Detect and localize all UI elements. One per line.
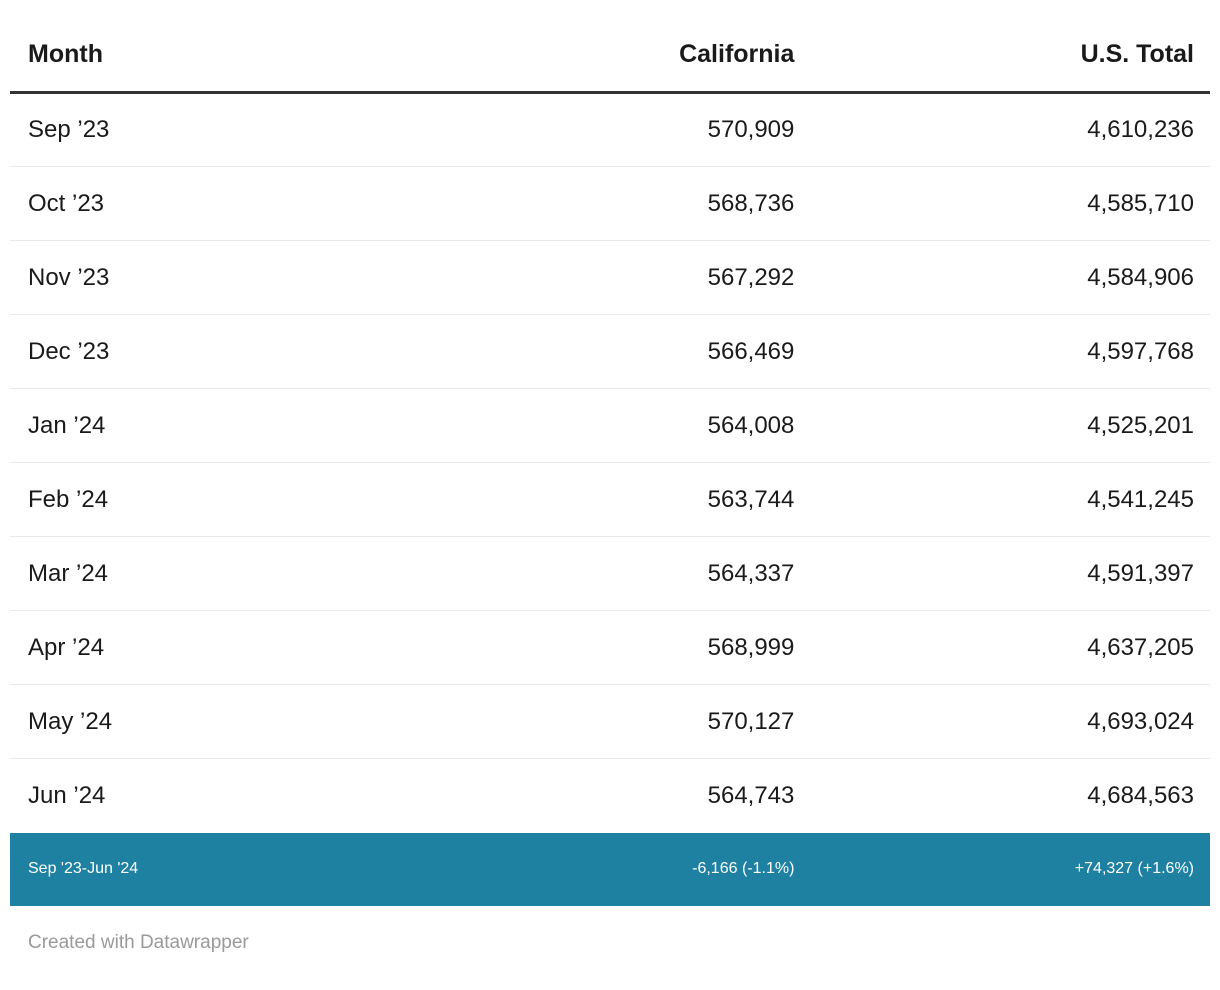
month-cell: Sep ’23 xyxy=(28,116,110,143)
us-total-cell: 4,541,245 xyxy=(810,462,1210,537)
table-row: Jan ’24 564,008 4,525,201 xyxy=(10,388,1210,463)
table-row: Feb ’24 563,744 4,541,245 xyxy=(10,462,1210,537)
table-header: Month California U.S. Total xyxy=(10,0,1210,94)
california-cell: 564,743 xyxy=(450,758,811,833)
california-cell: 564,337 xyxy=(450,536,811,611)
table-row: Mar ’24 564,337 4,591,397 xyxy=(10,536,1210,611)
table-row: Nov ’23 567,292 4,584,906 xyxy=(10,240,1210,315)
datawrapper-credit-link[interactable]: Created with Datawrapper xyxy=(28,931,249,953)
us-total-cell: 4,684,563 xyxy=(810,758,1210,833)
table-body: Sep ’23 570,909 4,610,236 Oct ’23 568,73… xyxy=(10,93,1210,833)
us-total-cell: 4,584,906 xyxy=(810,240,1210,315)
month-cell: Jan ’24 xyxy=(10,388,451,463)
california-cell: 570,127 xyxy=(450,684,811,759)
us-total-cell: 4,637,205 xyxy=(810,610,1210,685)
california-cell: 570,909 xyxy=(707,116,795,143)
table-row: Jun ’24 564,743 4,684,563 xyxy=(10,758,1210,833)
us-total-cell: 4,610,236 xyxy=(1087,116,1194,143)
california-cell: 564,008 xyxy=(450,388,811,463)
california-cell: 566,469 xyxy=(450,314,811,389)
data-table: Month California U.S. Total Sep ’23 570,… xyxy=(10,0,1210,906)
month-cell: Jun ’24 xyxy=(10,758,451,833)
us-total-cell: 4,591,397 xyxy=(810,536,1210,611)
california-cell: 568,736 xyxy=(450,166,811,241)
summary-us-total-cell: +74,327 (+1.6%) xyxy=(810,832,1210,906)
california-cell: 567,292 xyxy=(450,240,811,315)
column-header-california: California xyxy=(450,0,811,94)
table-row: May ’24 570,127 4,693,024 xyxy=(10,684,1210,759)
table-row: Dec ’23 566,469 4,597,768 xyxy=(10,314,1210,389)
month-cell: Apr ’24 xyxy=(10,610,451,685)
month-cell: Dec ’23 xyxy=(10,314,451,389)
us-total-cell: 4,693,024 xyxy=(810,684,1210,759)
california-cell: 568,999 xyxy=(450,610,811,685)
california-cell: 563,744 xyxy=(450,462,811,537)
month-cell: May ’24 xyxy=(10,684,451,759)
table-row: Oct ’23 568,736 4,585,710 xyxy=(10,166,1210,241)
month-cell: Oct ’23 xyxy=(10,166,451,241)
column-header-month: Month xyxy=(10,0,451,94)
header-row: Month California U.S. Total xyxy=(10,0,1210,94)
summary-row: Sep '23-Jun '24 -6,166 (-1.1%) +74,327 (… xyxy=(10,832,1210,906)
month-cell: Feb ’24 xyxy=(10,462,451,537)
summary-california-cell: -6,166 (-1.1%) xyxy=(450,832,811,906)
table-footer: Sep '23-Jun '24 -6,166 (-1.1%) +74,327 (… xyxy=(10,832,1210,906)
table-container: Month California U.S. Total Sep ’23 570,… xyxy=(10,0,1210,906)
attribution-footer: Created with Datawrapper xyxy=(28,932,1220,954)
column-header-us-total: U.S. Total xyxy=(810,0,1210,94)
us-total-cell: 4,585,710 xyxy=(810,166,1210,241)
us-total-cell: 4,597,768 xyxy=(810,314,1210,389)
table-row: Apr ’24 568,999 4,637,205 xyxy=(10,610,1210,685)
summary-month-cell: Sep '23-Jun '24 xyxy=(10,832,451,906)
month-cell: Mar ’24 xyxy=(10,536,451,611)
table-row: Sep ’23 570,909 4,610,236 xyxy=(10,93,1210,167)
month-cell: Nov ’23 xyxy=(10,240,451,315)
us-total-cell: 4,525,201 xyxy=(810,388,1210,463)
